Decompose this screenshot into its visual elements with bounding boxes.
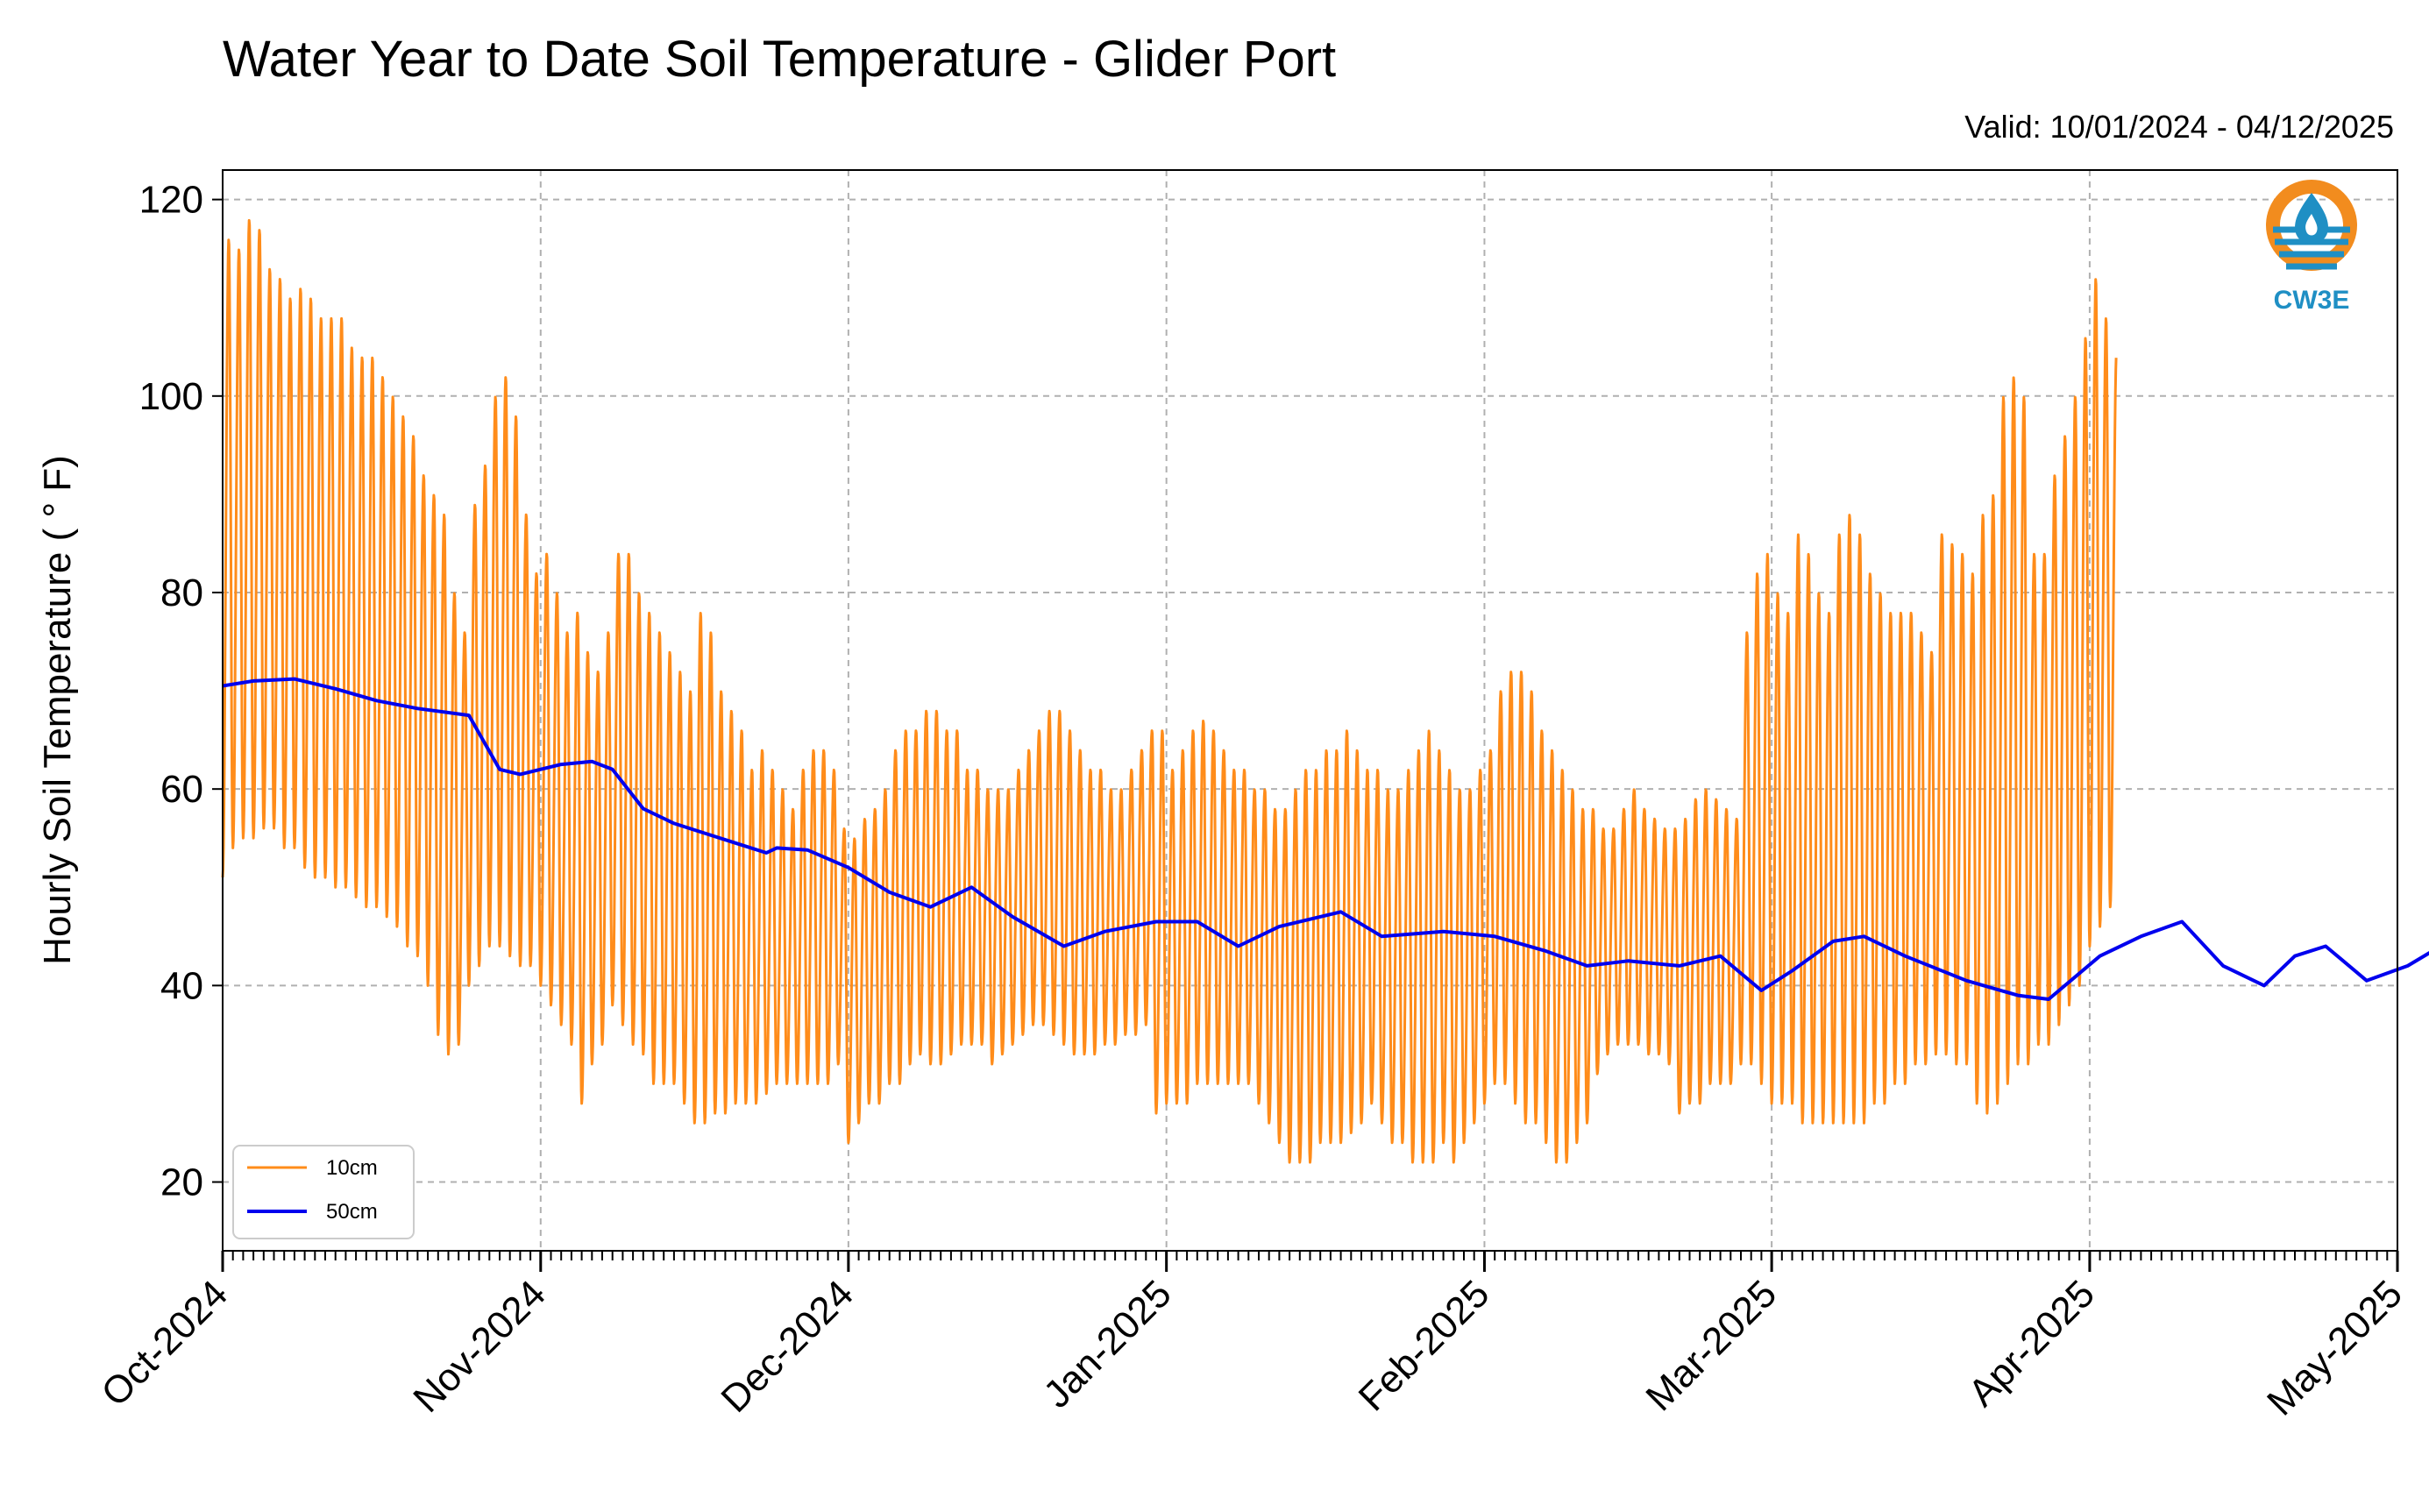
x-tick-label: Dec-2024 [713,1272,862,1421]
y-tick-label: 80 [160,571,203,614]
x-tick-label: Feb-2025 [1351,1272,1498,1419]
y-tick-label: 20 [160,1161,203,1204]
y-tick-label: 40 [160,964,203,1007]
legend-label-50cm: 50cm [326,1200,378,1224]
legend: 10cm 50cm [232,1145,415,1239]
cw3e-water-drop-logo-icon [2266,180,2357,271]
cw3e-logo: CW3E [2266,180,2357,315]
series-layer [221,218,2429,1164]
valid-date-range: Valid: 10/01/2024 - 04/12/2025 [1964,109,2394,145]
logo-drop-flame [2305,214,2318,236]
x-minor-ticks [222,1251,2398,1260]
legend-box [232,1145,415,1239]
x-tick-label: Jan-2025 [1035,1272,1179,1416]
series-line-50cm [222,677,2429,1001]
x-tick-label: Apr-2025 [1960,1272,2103,1415]
legend-label-10cm: 10cm [326,1156,378,1180]
y-axis-label: Hourly Soil Temperature ( ° F) [36,455,79,965]
chart-title: Water Year to Date Soil Temperature - Gl… [223,31,1337,88]
x-tick-label: Mar-2025 [1637,1272,1785,1419]
series-line-10cm [221,218,2118,1164]
y-tick-label: 120 [139,179,203,222]
x-tick-label: Nov-2024 [405,1272,554,1421]
x-tick-label: Oct-2024 [93,1272,236,1415]
y-tick-label: 100 [139,375,203,418]
y-tick-label: 60 [160,768,203,811]
x-tick-label: May-2025 [2259,1272,2411,1423]
logo-text: CW3E [2274,286,2350,315]
